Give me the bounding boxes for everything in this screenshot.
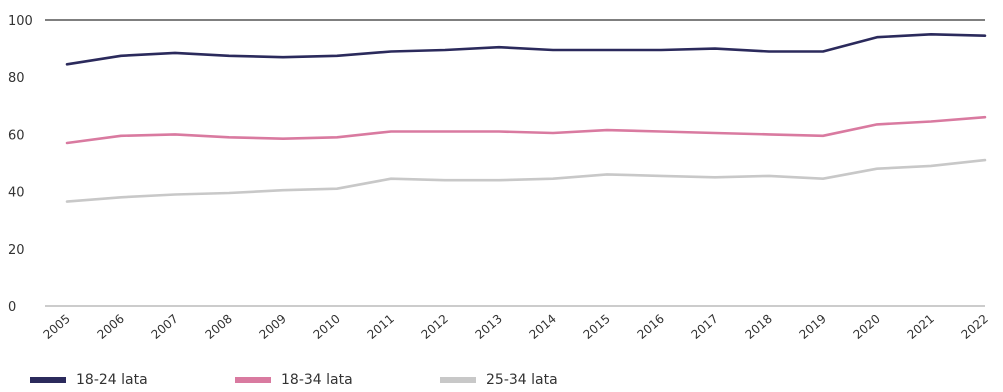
x-tick-label: 2017	[689, 312, 721, 342]
line-chart: 0 20 40 60 80 100 2005 2006 2007 2008 2009 2010 201…	[8, 14, 991, 342]
x-tick-label: 2018	[743, 312, 775, 342]
y-tick-label: 40	[8, 186, 25, 201]
x-tick-label: 2008	[203, 312, 235, 342]
x-tick-label: 2015	[581, 312, 613, 342]
series-lines	[65, 32, 987, 203]
x-tick-label: 2006	[95, 312, 127, 342]
y-tick-label: 20	[8, 243, 25, 258]
series-line-18-24-lata	[65, 32, 987, 66]
series-line-18-34-lata	[65, 115, 987, 145]
x-tick-label: 2010	[311, 312, 343, 342]
x-tick-label: 2013	[473, 312, 505, 342]
x-tick-label: 2011	[365, 312, 397, 342]
legend-item-25-34: 25-34 lata	[440, 372, 645, 388]
x-tick-label: 2021	[905, 312, 937, 342]
x-tick-label: 2012	[419, 312, 451, 342]
series-line-25-34-lata	[65, 158, 987, 203]
x-tick-label: 2019	[797, 312, 829, 342]
legend-swatch-18-24	[30, 377, 66, 383]
y-tick-label: 60	[8, 128, 25, 143]
x-tick-label: 2022	[959, 312, 991, 342]
legend: 18-24 lata 18-34 lata 25-34 lata	[30, 372, 645, 388]
x-tick-label: 2009	[257, 312, 289, 342]
axes	[45, 19, 985, 307]
x-tick-label: 2005	[41, 312, 73, 342]
y-tick-label: 0	[8, 300, 16, 315]
legend-swatch-25-34	[440, 377, 476, 383]
legend-item-18-24: 18-24 lata	[30, 372, 235, 388]
y-tick-label: 80	[8, 71, 25, 86]
legend-label-25-34: 25-34 lata	[486, 372, 558, 388]
x-tick-label: 2014	[527, 312, 559, 342]
x-tick-label: 2007	[149, 312, 181, 342]
legend-swatch-18-34	[235, 377, 271, 383]
x-axis-ticks: 2005 2006 2007 2008 2009 2010 2011 2012 2013 2014…	[41, 312, 991, 342]
y-tick-label: 100	[8, 14, 33, 29]
legend-item-18-34: 18-34 lata	[235, 372, 440, 388]
legend-label-18-24: 18-24 lata	[76, 372, 148, 388]
x-tick-label: 2016	[635, 312, 667, 342]
x-tick-label: 2020	[851, 312, 883, 342]
legend-label-18-34: 18-34 lata	[281, 372, 353, 388]
y-axis-ticks: 0 20 40 60 80 100	[8, 14, 33, 315]
